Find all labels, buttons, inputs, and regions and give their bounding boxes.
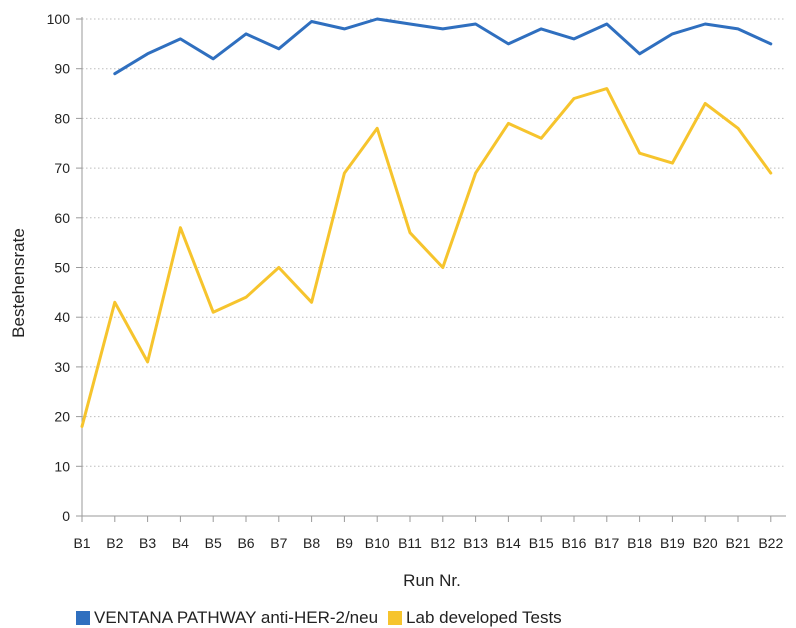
legend-item-lab: Lab developed Tests <box>388 608 562 628</box>
gridlines <box>82 18 786 467</box>
x-tick-label-B13: B13 <box>463 535 488 551</box>
legend-label-lab: Lab developed Tests <box>406 608 562 627</box>
y-tick-label-80: 80 <box>54 110 70 126</box>
series-line-lab-developed <box>80 87 773 428</box>
x-tick-label-B16: B16 <box>562 535 587 551</box>
legend-swatch-yellow <box>388 611 403 625</box>
x-tick-label-B3: B3 <box>139 535 156 551</box>
legend-item-ventana: VENTANA PATHWAY anti-HER-2/neu <box>76 608 378 628</box>
x-tick-label-B20: B20 <box>693 535 718 551</box>
x-tick-label-B2: B2 <box>106 535 123 551</box>
x-tick-label-B8: B8 <box>303 535 320 551</box>
y-tick-label-50: 50 <box>54 260 70 276</box>
y-tick-label-20: 20 <box>54 409 70 425</box>
y-tick-label-30: 30 <box>54 359 70 375</box>
x-tick-label-B22: B22 <box>758 535 783 551</box>
x-tick-label-B11: B11 <box>398 535 422 551</box>
legend-label-ventana: VENTANA PATHWAY anti-HER-2/neu <box>94 608 379 627</box>
y-tick-label-90: 90 <box>54 61 70 77</box>
x-tick-label-B21: B21 <box>726 535 751 551</box>
x-tick-label-B15: B15 <box>529 535 554 551</box>
legend-swatch-blue <box>76 611 90 625</box>
x-tick-label-B9: B9 <box>336 535 353 551</box>
y-tick-label-70: 70 <box>54 160 70 176</box>
y-axis-title: Bestehensrate <box>9 228 28 338</box>
legend: VENTANA PATHWAY anti-HER-2/neu Lab devel… <box>76 608 562 628</box>
y-tick-label-100: 100 <box>47 11 71 27</box>
x-tick-label-B1: B1 <box>73 535 90 551</box>
series-lines <box>80 17 773 428</box>
y-tick-label-0: 0 <box>62 508 70 524</box>
x-axis-title: Run Nr. <box>403 571 461 590</box>
x-tick-label-B6: B6 <box>237 535 254 551</box>
tick-labels: 0 10 20 30 40 50 60 70 80 90 100 B1 B2 B3 B4 B5 B6 B7 B8 B9… <box>47 11 784 551</box>
x-tick-label-B10: B10 <box>365 535 390 551</box>
x-tick-label-B7: B7 <box>270 535 287 551</box>
x-tick-label-B12: B12 <box>430 535 455 551</box>
y-tick-label-10: 10 <box>54 458 70 474</box>
y-tick-label-40: 40 <box>54 309 70 325</box>
x-tick-label-B19: B19 <box>660 535 685 551</box>
x-tick-label-B18: B18 <box>627 535 652 551</box>
x-tick-label-B5: B5 <box>205 535 222 551</box>
x-tick-label-B4: B4 <box>172 535 189 551</box>
y-tick-label-60: 60 <box>54 210 70 226</box>
x-tick-label-B14: B14 <box>496 535 521 551</box>
x-tick-label-B17: B17 <box>594 535 619 551</box>
axes <box>76 17 786 522</box>
series-line-ventana <box>113 17 773 76</box>
